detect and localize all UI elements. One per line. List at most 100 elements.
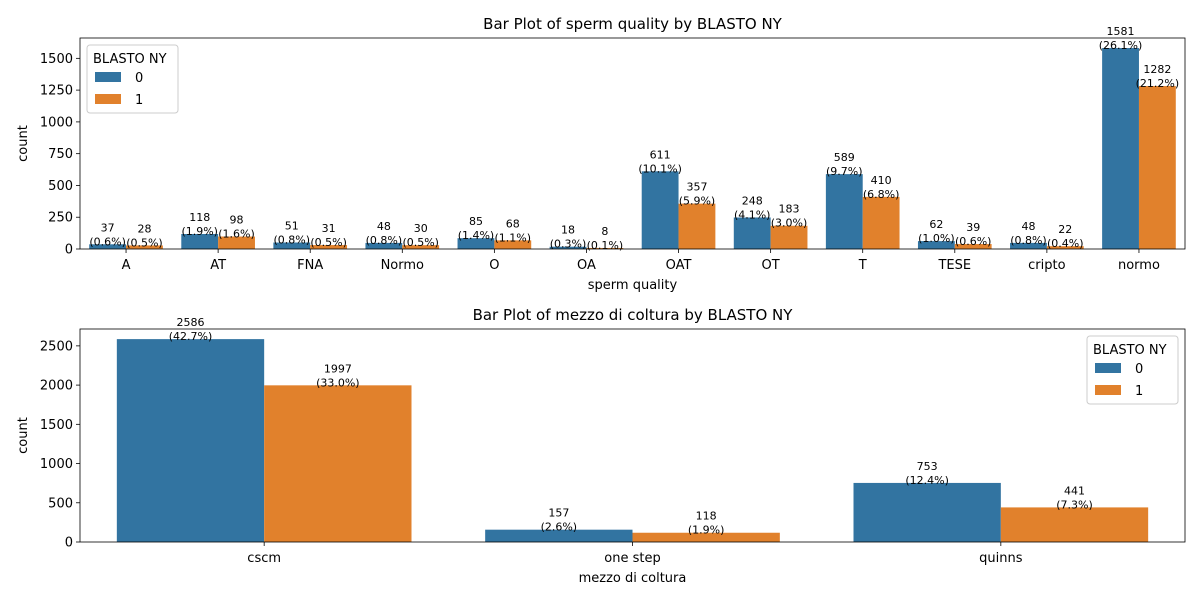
bar-value-label: 68 — [506, 217, 520, 230]
x-tick-label: cripto — [1028, 258, 1065, 273]
y-axis-label: count — [16, 125, 31, 162]
bar-percent-label: (0.8%) — [274, 234, 311, 247]
legend-title: BLASTO NY — [1093, 343, 1167, 358]
bar-normo-series-1 — [402, 245, 440, 249]
x-tick-label: OAT — [666, 258, 692, 273]
chart-title: Bar Plot of mezzo di coltura by BLASTO N… — [473, 306, 794, 324]
bar-percent-label: (0.3%) — [550, 238, 587, 251]
legend-swatch-1 — [1095, 385, 1121, 395]
bar-percent-label: (0.6%) — [89, 235, 126, 248]
bar-oat-series-1 — [678, 203, 716, 249]
legend-swatch-0 — [95, 72, 121, 82]
x-axis-label: sperm quality — [588, 278, 678, 293]
bar-percent-label: (1.4%) — [458, 229, 495, 242]
bar-a-series-0 — [89, 244, 127, 249]
y-tick-label: 1000 — [40, 115, 73, 130]
bar-normo-series-1 — [1138, 86, 1176, 249]
bar-percent-label: (5.9%) — [679, 195, 716, 208]
bar-value-label: 22 — [1058, 223, 1072, 236]
bar-value-label: 441 — [1064, 484, 1085, 497]
bar-percent-label: (0.4%) — [1047, 237, 1084, 250]
bar-value-label: 357 — [686, 181, 707, 194]
bar-percent-label: (4.1%) — [734, 208, 771, 221]
bar-value-label: 30 — [414, 222, 428, 235]
bar-percent-label: (10.1%) — [638, 162, 682, 175]
bar-percent-label: (0.6%) — [955, 235, 992, 248]
x-tick-label: one step — [604, 551, 660, 566]
bar-value-label: 62 — [929, 218, 943, 231]
bar-percent-label: (12.4%) — [905, 474, 949, 487]
bar-value-label: 48 — [377, 220, 391, 233]
x-tick-label: quinns — [979, 551, 1023, 566]
bar-value-label: 37 — [101, 221, 115, 234]
bar-tese-series-0 — [917, 241, 955, 249]
bar-value-label: 410 — [871, 174, 892, 187]
bar-oa-series-0 — [549, 246, 587, 249]
chart-panel-1: Bar Plot of sperm quality by BLASTO NY 37… — [16, 15, 1186, 293]
bar-value-label: 98 — [230, 214, 244, 227]
bar-percent-label: (1.1%) — [495, 231, 532, 244]
bar-cripto-series-0 — [1010, 242, 1047, 249]
bar-percent-label: (21.2%) — [1136, 77, 1180, 90]
bar-percent-label: (0.5%) — [126, 236, 163, 249]
legend-title: BLASTO NY — [93, 52, 167, 67]
x-tick-label: T — [858, 258, 867, 273]
bar-percent-label: (0.8%) — [366, 234, 403, 247]
bar-value-label: 1581 — [1107, 25, 1135, 38]
bar-percent-label: (0.1%) — [587, 239, 624, 252]
y-tick-label: 1250 — [40, 84, 73, 99]
bar-ot-series-0 — [733, 217, 771, 249]
y-tick-label: 500 — [48, 179, 73, 194]
bar-percent-label: (33.0%) — [316, 376, 360, 389]
bar-percent-label: (26.1%) — [1099, 39, 1143, 52]
x-tick-label: Normo — [381, 258, 424, 273]
y-tick-label: 2000 — [40, 379, 73, 394]
bar-percent-label: (1.6%) — [218, 228, 255, 241]
plot-frame — [79, 37, 1186, 250]
bar-value-label: 8 — [601, 225, 608, 238]
bar-value-label: 118 — [189, 211, 210, 224]
bar-oa-series-1 — [586, 247, 624, 249]
legend-entry-1: 1 — [1135, 384, 1143, 399]
x-tick-label: normo — [1118, 258, 1160, 273]
bar-percent-label: (9.7%) — [826, 165, 863, 178]
bar-value-label: 157 — [548, 507, 569, 520]
bar-value-label: 51 — [285, 220, 299, 233]
bar-percent-label: (0.5%) — [402, 236, 439, 249]
bar-value-label: 85 — [469, 215, 483, 228]
bar-value-label: 183 — [779, 203, 800, 216]
bar-value-label: 589 — [834, 151, 855, 164]
bar-quinns-series-1 — [1000, 507, 1149, 542]
x-tick-label: AT — [210, 258, 226, 273]
bar-percent-label: (7.3%) — [1056, 498, 1093, 511]
bar-value-label: 1282 — [1143, 63, 1171, 76]
bar-value-label: 31 — [322, 222, 336, 235]
x-tick-label: OA — [577, 258, 596, 273]
bar-one-step-series-0 — [485, 529, 633, 542]
legend-entry-1: 1 — [135, 93, 143, 108]
chart-panel-2: Bar Plot of mezzo di coltura by BLASTO N… — [16, 306, 1186, 586]
bar-normo-series-0 — [365, 242, 403, 249]
bar-value-label: 18 — [561, 224, 575, 237]
bar-one-step-series-1 — [632, 532, 780, 542]
bar-value-label: 248 — [742, 194, 763, 207]
bar-percent-label: (1.9%) — [688, 524, 725, 537]
bar-cripto-series-1 — [1046, 246, 1084, 249]
x-tick-label: cscm — [247, 551, 281, 566]
bar-quinns-series-0 — [853, 482, 1001, 542]
bar-percent-label: (0.5%) — [310, 236, 347, 249]
bar-value-label: 39 — [966, 221, 980, 234]
bar-t-series-0 — [825, 174, 863, 249]
y-tick-label: 250 — [48, 211, 73, 226]
y-tick-label: 1500 — [40, 52, 73, 67]
bar-a-series-1 — [126, 245, 163, 249]
y-tick-label: 2500 — [40, 339, 73, 354]
legend: BLASTO NY 0 1 — [1086, 335, 1179, 405]
bar-tese-series-1 — [954, 244, 992, 249]
bar-value-label: 28 — [137, 222, 151, 235]
bar-value-label: 118 — [696, 510, 717, 523]
bar-t-series-1 — [862, 196, 900, 249]
bar-percent-label: (1.9%) — [181, 225, 218, 238]
bar-percent-label: (1.0%) — [918, 232, 955, 245]
